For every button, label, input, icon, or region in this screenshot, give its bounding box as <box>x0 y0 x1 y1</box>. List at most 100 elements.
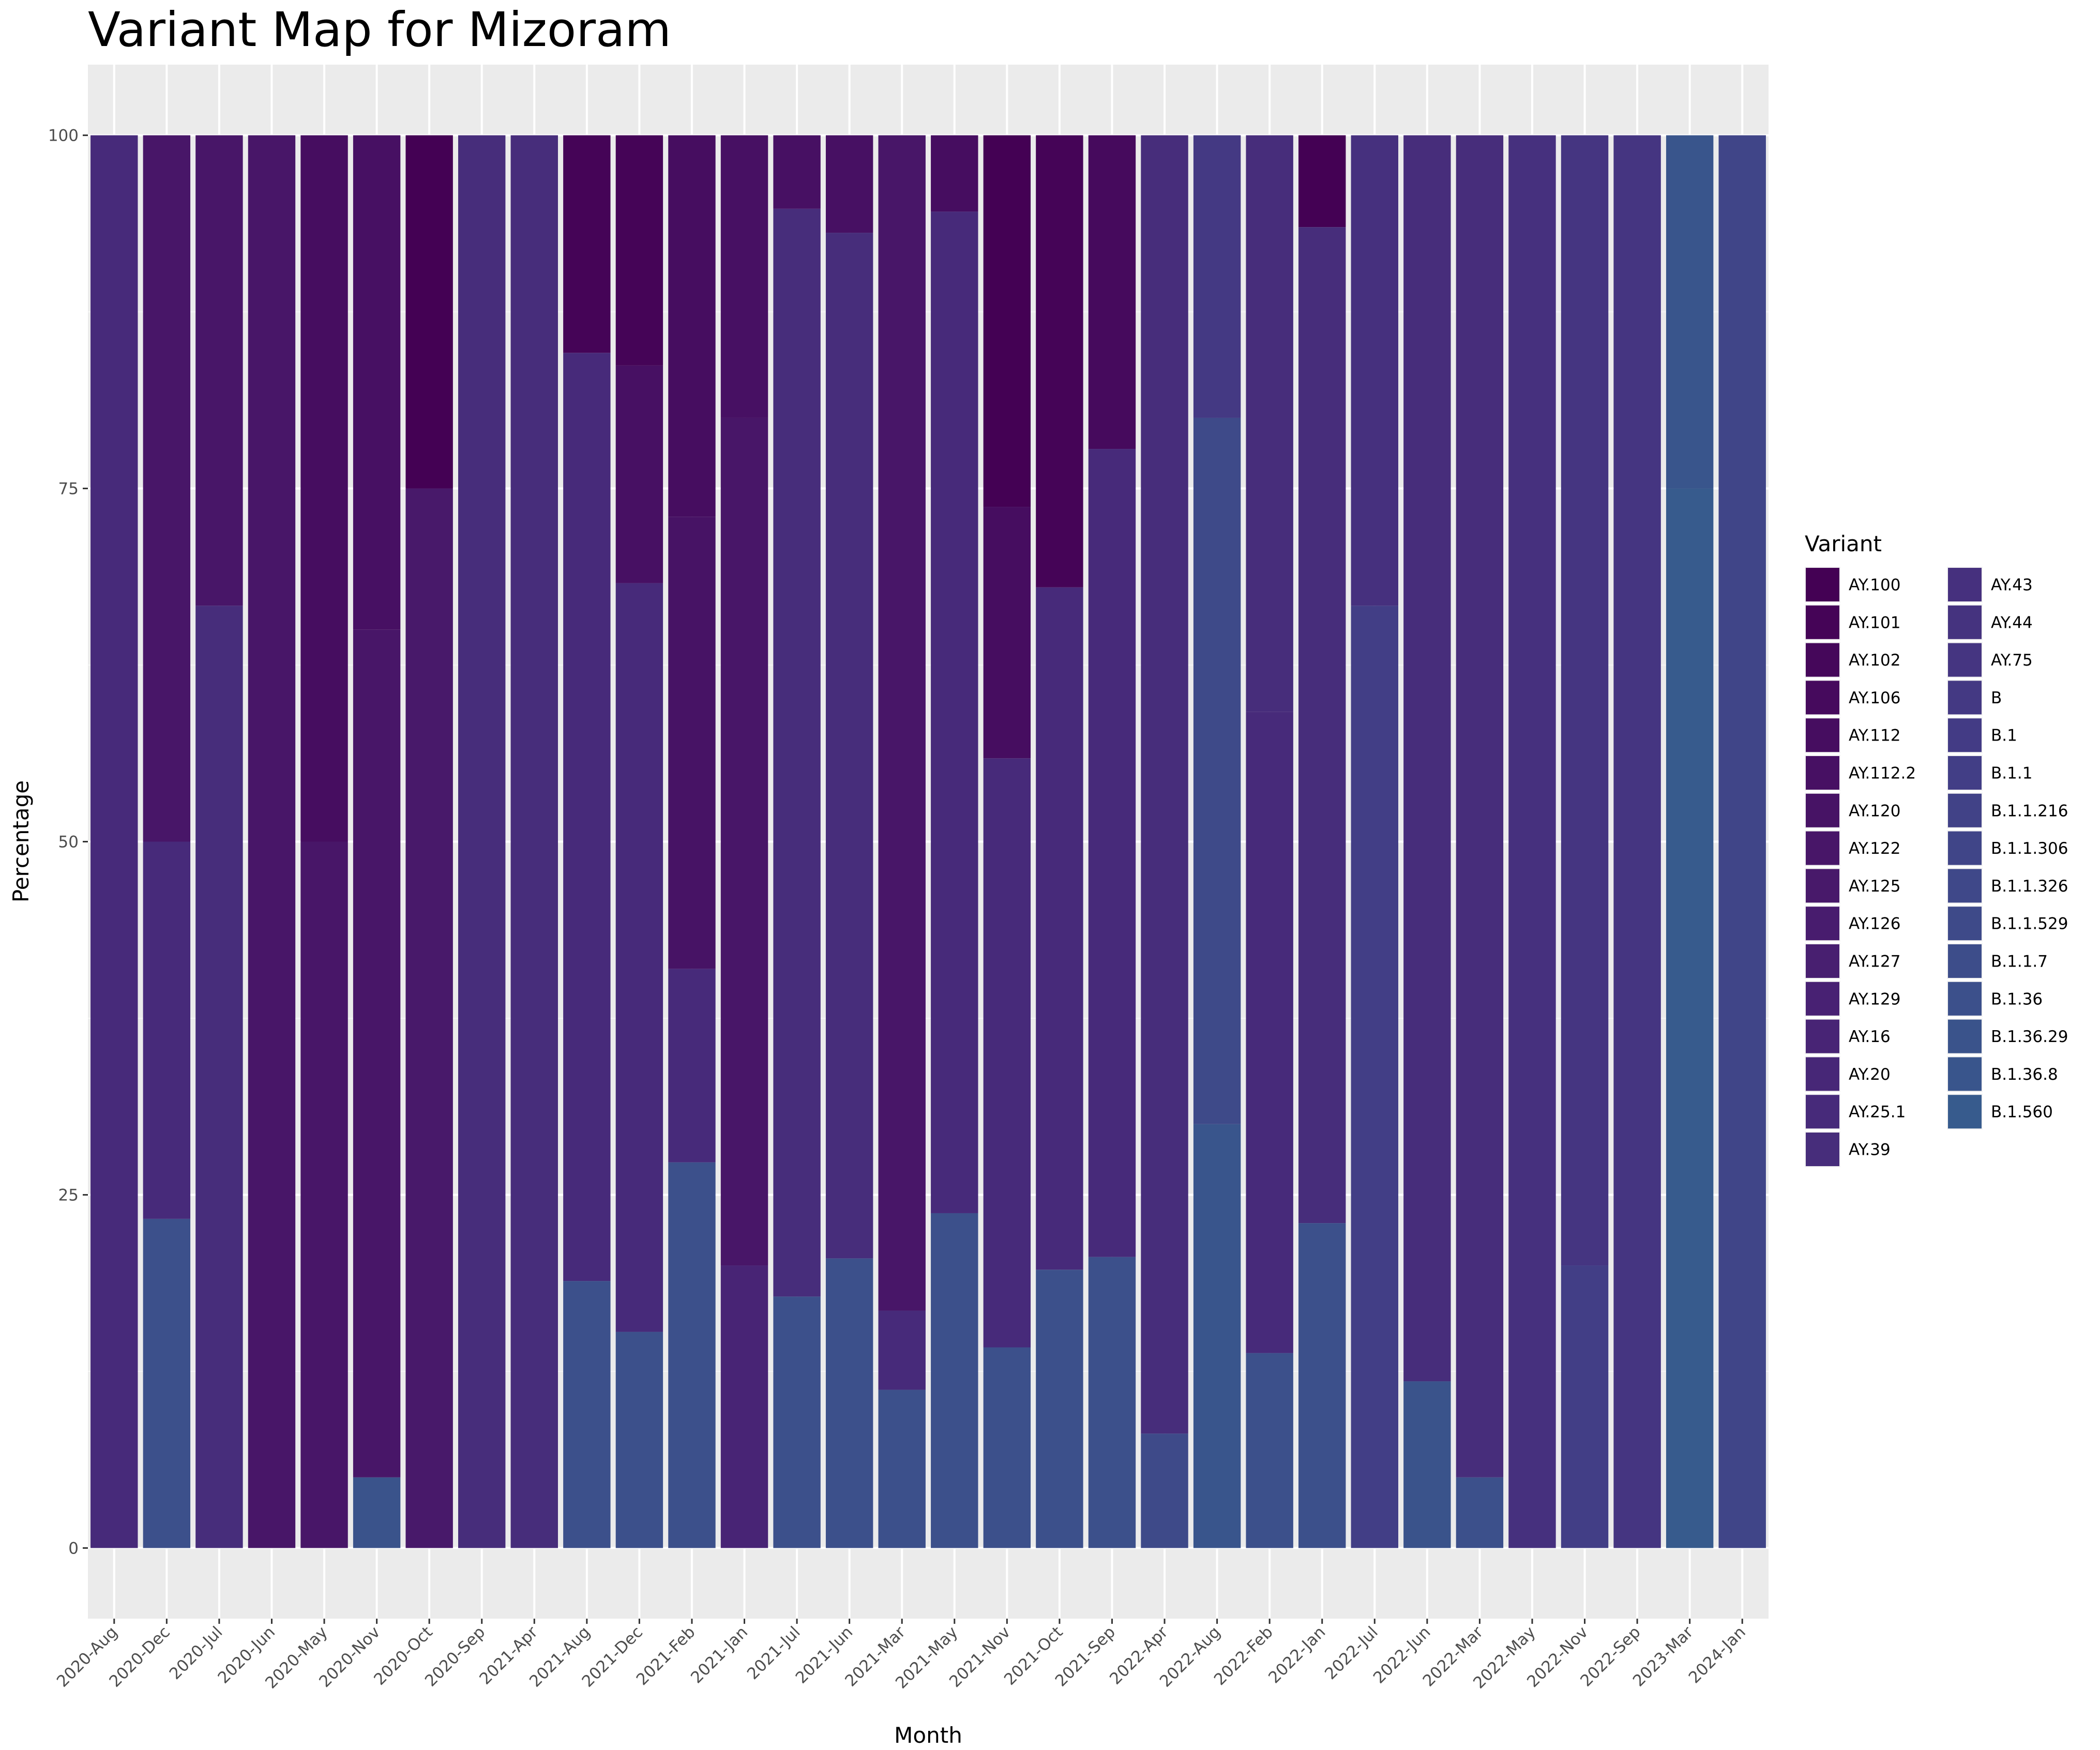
legend-label: B.1.36.8 <box>1991 1065 2058 1084</box>
legend-swatch-B.1.1 <box>1948 756 1982 790</box>
bar-segment-B.1.36 <box>983 1347 1031 1548</box>
legend-label: AY.122 <box>1849 839 1900 858</box>
legend-swatch-B.1.1.326 <box>1948 869 1982 903</box>
legend-label: AY.120 <box>1849 802 1900 820</box>
bar-segment-B.1.1.306 <box>1718 135 1766 1548</box>
bar-segment-B <box>1193 135 1241 418</box>
legend-label: B.1 <box>1991 727 2017 745</box>
bar-segment-AY.100 <box>983 135 1031 507</box>
legend-swatch-AY.100 <box>1806 568 1839 601</box>
bar-segment-AY.39 <box>195 606 243 1548</box>
legend-swatch-AY.39 <box>1806 1133 1839 1166</box>
legend-label: AY.126 <box>1849 915 1900 933</box>
legend-label: B.1.36.29 <box>1991 1028 2068 1046</box>
bar-segment-AY.106 <box>1088 135 1136 449</box>
bar-segment-B.1.36 <box>1246 1353 1293 1548</box>
legend-label: AY.101 <box>1849 613 1900 632</box>
bar-segment-AY.25.1 <box>878 1310 926 1390</box>
legend-swatch-AY.102 <box>1806 643 1839 677</box>
bar-segment-AY.43 <box>1351 135 1398 606</box>
bar-segment-B.1.1.529 <box>1141 1434 1188 1548</box>
legend-swatch-AY.106 <box>1806 681 1839 715</box>
bar-segment-B.1.36.8 <box>1666 135 1714 489</box>
legend-swatch-AY.101 <box>1806 605 1839 639</box>
legend-label: B.1.1.7 <box>1991 953 2048 971</box>
bar-segment-B.1.560 <box>1666 488 1714 1548</box>
bar-segment-AY.122 <box>195 135 243 606</box>
legend-swatch-B.1.1.529 <box>1948 907 1982 941</box>
legend-label: B.1.1 <box>1991 764 2032 783</box>
legend-swatch-AY.122 <box>1806 831 1839 865</box>
legend-label: AY.102 <box>1849 651 1900 670</box>
bar-segment-AY.112.2 <box>353 135 401 630</box>
bar-segment-AY.39 <box>458 135 506 1548</box>
legend-label: B.1.36 <box>1991 990 2043 1008</box>
legend-swatch-AY.16 <box>1806 1019 1839 1053</box>
y-axis: 0 25 50 75 100 <box>48 127 88 1558</box>
legend-swatch-AY.43 <box>1948 568 1982 601</box>
legend-swatch-B.1.560 <box>1948 1095 1982 1129</box>
bar-segment-AY.122 <box>353 629 401 1477</box>
bar-segment-B.1.36 <box>668 1162 716 1548</box>
legend-label: AY.129 <box>1849 990 1900 1008</box>
legend-label: AY.43 <box>1991 576 2033 595</box>
legend-label: AY.25.1 <box>1849 1103 1906 1122</box>
y-tick-label: 0 <box>68 1539 79 1558</box>
bar-segment-AY.101 <box>615 135 663 366</box>
legend-swatch-B.1.36 <box>1948 982 1982 1016</box>
bar-segment-AY.125 <box>405 488 453 1548</box>
bar-segment-AY.112 <box>931 135 978 212</box>
legend-swatch-AY.112.2 <box>1806 756 1839 790</box>
bar-segment-AY.39 <box>1246 135 1293 712</box>
bar-segment-AY.25.1 <box>143 841 191 1219</box>
bar-segment-AY.101 <box>1036 135 1083 587</box>
legend-label: B <box>1991 689 2002 707</box>
legend-swatch-B <box>1948 681 1982 715</box>
y-tick-label: 75 <box>58 480 79 499</box>
legend-swatch-AY.20 <box>1806 1057 1839 1091</box>
bar-segment-AY.101 <box>563 135 611 353</box>
bar-segment-B.1.1 <box>1351 606 1398 1548</box>
x-tick-label: 2021-Jan <box>687 1623 751 1687</box>
legend-label: AY.127 <box>1849 953 1900 971</box>
bar-segment-AY.120 <box>668 517 716 969</box>
bar-segment-B.1.36 <box>931 1213 978 1548</box>
bar-segment-AY.39 <box>1298 227 1346 1224</box>
chart-title: Variant Map for Mizoram <box>88 2 672 57</box>
legend-swatch-B.1 <box>1948 718 1982 752</box>
legend-label: AY.112.2 <box>1849 764 1916 783</box>
bar-segment-B.1.36.29 <box>353 1477 401 1548</box>
legend-label: AY.106 <box>1849 689 1900 707</box>
bar-segment-AY.25.1 <box>983 758 1031 1348</box>
bar-segment-AY.39 <box>1141 135 1188 1434</box>
bar-segment-AY.112 <box>668 135 716 517</box>
bar-segment-B.1.36 <box>878 1390 926 1548</box>
bar-segment-AY.25.1 <box>1246 712 1293 1353</box>
bar-segment-AY.100 <box>1298 135 1346 228</box>
bar-segment-AY.25.1 <box>931 212 978 1213</box>
bar-segment-B.1.1.529 <box>1193 417 1241 1124</box>
bar-segment-AY.122 <box>878 135 926 1311</box>
bar-segment-B.1.36 <box>1036 1270 1083 1548</box>
legend-label: B.1.1.306 <box>1991 839 2068 858</box>
bar-segment-AY.112.2 <box>773 135 821 209</box>
bar-segment-AY.112 <box>983 507 1031 759</box>
bar-segment-AY.122 <box>143 135 191 842</box>
bar-segment-AY.112.2 <box>615 365 663 583</box>
legend-label: AY.16 <box>1849 1028 1891 1046</box>
x-axis: 2020-Aug2020-Dec2020-Jul2020-Jun2020-May… <box>53 1619 1749 1693</box>
bar-segment-AY.39 <box>1456 135 1504 1477</box>
bar-segment-AY.112 <box>300 135 348 842</box>
bar-segment-B.1.1 <box>1561 1265 1609 1548</box>
y-tick-label: 25 <box>58 1186 79 1204</box>
legend-swatch-AY.127 <box>1806 944 1839 978</box>
bar-segment-AY.39 <box>773 208 821 1297</box>
bar-segment-AY.43 <box>1508 135 1556 1548</box>
legend: Variant AY.100 AY.101 AY.102 AY.106 AY.112 AY… <box>1805 531 2068 1167</box>
legend-swatch-AY.126 <box>1806 907 1839 941</box>
legend-swatch-B.1.1.306 <box>1948 831 1982 865</box>
bar-segment-AY.122 <box>300 841 348 1548</box>
bar-segment-AY.112.2 <box>720 135 768 418</box>
legend-swatch-AY.112 <box>1806 718 1839 752</box>
